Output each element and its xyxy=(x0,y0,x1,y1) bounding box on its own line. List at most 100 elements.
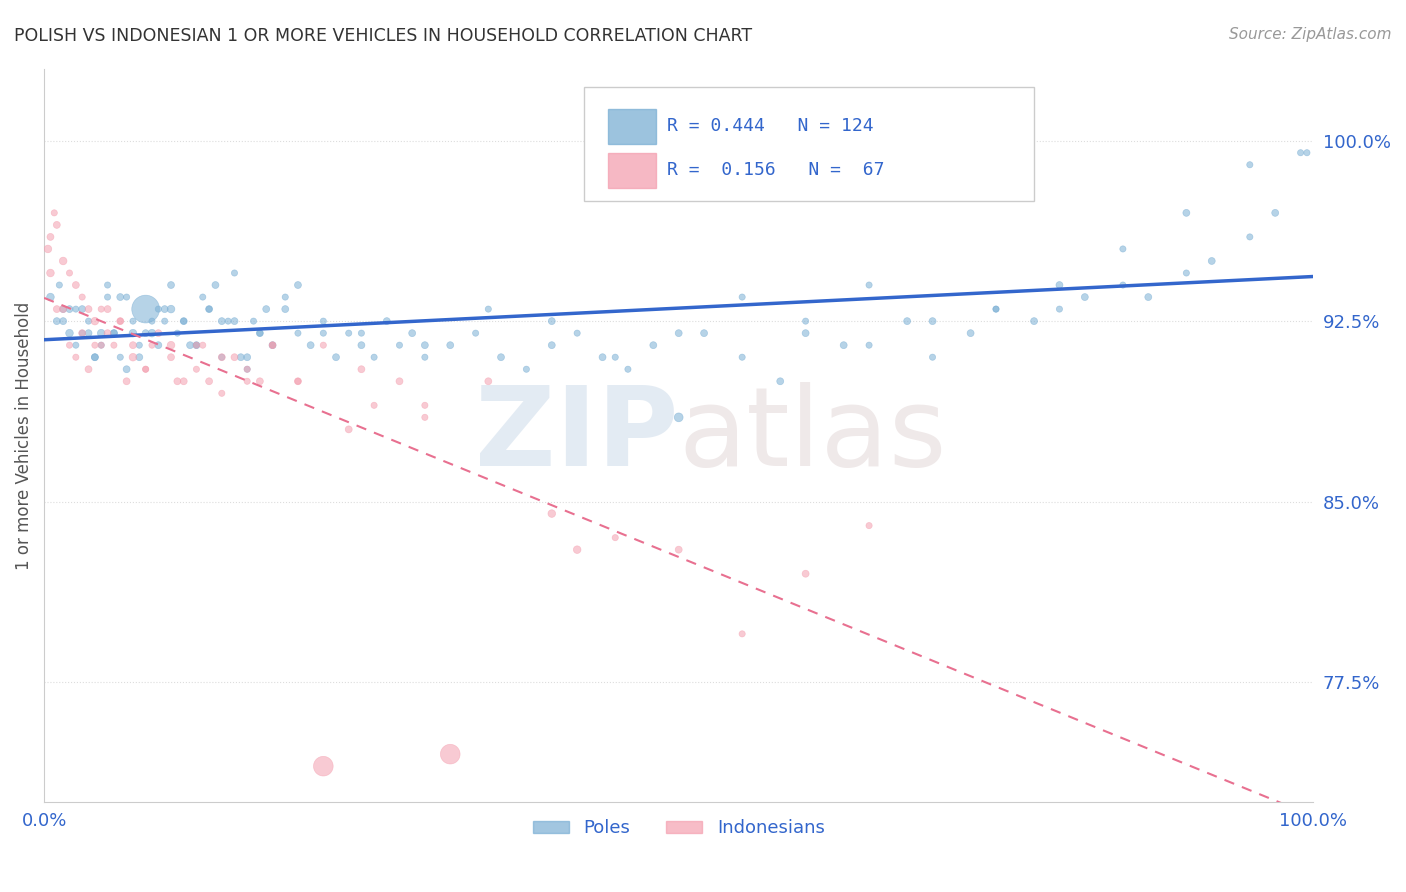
Point xyxy=(77,326,100,340)
Point xyxy=(464,326,486,340)
Point xyxy=(70,302,93,317)
Point xyxy=(70,326,93,340)
Point xyxy=(166,326,188,340)
Point xyxy=(83,350,105,364)
Point xyxy=(110,314,132,328)
Point xyxy=(58,266,80,280)
Point xyxy=(128,338,150,352)
Point xyxy=(90,326,112,340)
Point xyxy=(249,374,271,388)
Point xyxy=(166,374,188,388)
Point xyxy=(439,747,461,761)
Point xyxy=(337,422,360,436)
Point xyxy=(731,350,754,364)
Point xyxy=(477,302,499,317)
Point xyxy=(731,627,754,641)
Point xyxy=(224,314,246,328)
Point xyxy=(984,302,1007,317)
Point xyxy=(274,302,297,317)
Text: atlas: atlas xyxy=(679,382,948,489)
Point xyxy=(858,518,880,533)
Point xyxy=(135,326,157,340)
Point xyxy=(350,362,373,376)
Point xyxy=(39,266,62,280)
FancyBboxPatch shape xyxy=(607,109,655,145)
Point xyxy=(186,362,208,376)
Point xyxy=(110,350,132,364)
Point xyxy=(39,290,62,304)
Point xyxy=(540,507,562,521)
Point xyxy=(103,338,125,352)
Point xyxy=(173,374,195,388)
Point xyxy=(217,314,239,328)
Point xyxy=(39,230,62,244)
Point xyxy=(141,326,163,340)
Point xyxy=(148,338,170,352)
Point xyxy=(592,350,614,364)
Point xyxy=(668,542,690,557)
Point xyxy=(58,338,80,352)
Point xyxy=(984,302,1007,317)
Point xyxy=(153,302,176,317)
Point xyxy=(794,566,817,581)
Point xyxy=(236,362,259,376)
Point xyxy=(97,326,120,340)
Point xyxy=(52,314,75,328)
Point xyxy=(122,326,145,340)
Point xyxy=(97,302,120,317)
Point xyxy=(643,338,665,352)
Point xyxy=(103,326,125,340)
Point xyxy=(135,302,157,317)
Point xyxy=(858,338,880,352)
Point xyxy=(83,350,105,364)
Point xyxy=(1022,314,1045,328)
Legend: Poles, Indonesians: Poles, Indonesians xyxy=(526,812,832,845)
Point xyxy=(1049,278,1071,293)
Point xyxy=(77,302,100,317)
Point xyxy=(141,338,163,352)
Point xyxy=(1137,290,1160,304)
Point xyxy=(540,314,562,328)
Point xyxy=(858,278,880,293)
Point xyxy=(693,326,716,340)
Point xyxy=(1289,145,1312,160)
Point xyxy=(617,362,640,376)
Point xyxy=(153,314,176,328)
Point xyxy=(103,326,125,340)
Point xyxy=(122,350,145,364)
Text: ZIP: ZIP xyxy=(475,382,679,489)
Point xyxy=(832,338,855,352)
Point xyxy=(1264,206,1286,220)
Point xyxy=(122,314,145,328)
Point xyxy=(90,302,112,317)
Point xyxy=(97,278,120,293)
Point xyxy=(52,302,75,317)
Point xyxy=(58,302,80,317)
Point xyxy=(128,350,150,364)
Y-axis label: 1 or more Vehicles in Household: 1 or more Vehicles in Household xyxy=(15,301,32,569)
Point xyxy=(262,338,284,352)
Point xyxy=(1239,230,1261,244)
Point xyxy=(477,374,499,388)
Point xyxy=(896,314,918,328)
Point xyxy=(375,314,398,328)
Point xyxy=(337,326,360,340)
Point xyxy=(312,326,335,340)
Point xyxy=(160,302,183,317)
Point xyxy=(179,338,201,352)
Point xyxy=(37,242,59,256)
Point xyxy=(211,386,233,401)
Point xyxy=(731,290,754,304)
Point xyxy=(262,338,284,352)
Point xyxy=(110,290,132,304)
Point xyxy=(148,326,170,340)
Point xyxy=(605,350,627,364)
Point xyxy=(186,338,208,352)
Point xyxy=(1296,145,1319,160)
Point xyxy=(65,338,87,352)
Point xyxy=(1049,302,1071,317)
Point xyxy=(312,338,335,352)
Point xyxy=(110,314,132,328)
Point xyxy=(65,278,87,293)
Point xyxy=(211,350,233,364)
